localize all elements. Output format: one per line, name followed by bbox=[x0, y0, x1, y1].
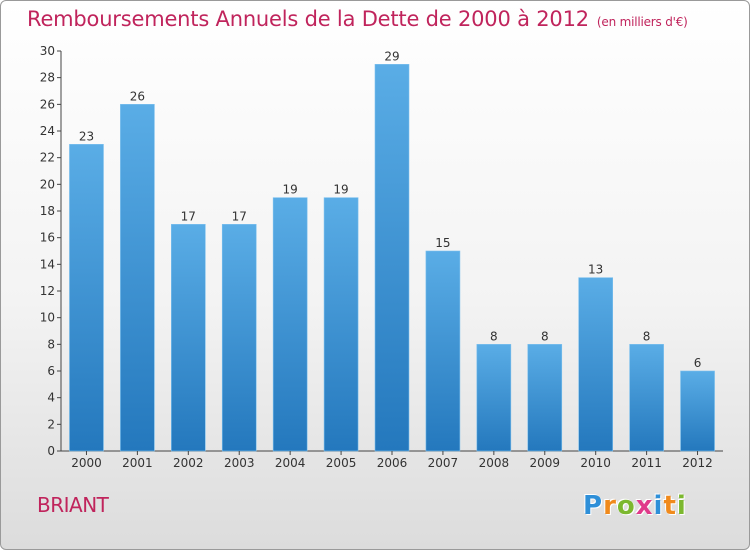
y-tick-label: 12 bbox=[40, 284, 55, 298]
y-tick-label: 0 bbox=[47, 444, 55, 458]
proxiti-logo: Proxiti bbox=[583, 491, 687, 521]
y-tick-label: 10 bbox=[40, 311, 55, 325]
bar-2007 bbox=[425, 250, 461, 452]
x-tick-label-2007: 2007 bbox=[428, 456, 459, 470]
x-tick-label-2010: 2010 bbox=[580, 456, 611, 470]
x-tick-label-2011: 2011 bbox=[631, 456, 662, 470]
location-name: BRIANT bbox=[37, 493, 109, 517]
data-label-2006: 29 bbox=[384, 49, 399, 63]
bar-2001 bbox=[120, 104, 155, 452]
data-label-2002: 17 bbox=[181, 209, 196, 223]
bar-2011 bbox=[629, 344, 664, 452]
y-tick-label: 24 bbox=[40, 124, 55, 138]
bar-2010 bbox=[578, 277, 613, 452]
chart-title: Remboursements Annuels de la Dette de 20… bbox=[27, 7, 688, 31]
data-label-2005: 19 bbox=[333, 183, 348, 197]
bar-2002 bbox=[171, 224, 206, 452]
data-label-2000: 23 bbox=[79, 129, 94, 143]
y-tick-label: 30 bbox=[40, 44, 55, 58]
data-label-2009: 8 bbox=[541, 329, 549, 343]
x-tick-label-2006: 2006 bbox=[377, 456, 408, 470]
y-tick-label: 20 bbox=[40, 177, 55, 191]
y-tick-label: 4 bbox=[47, 391, 55, 405]
y-tick-label: 2 bbox=[47, 417, 55, 431]
bar-2009 bbox=[527, 344, 563, 452]
x-tick-label-2001: 2001 bbox=[122, 456, 153, 470]
data-label-2001: 26 bbox=[130, 89, 145, 103]
data-label-2007: 15 bbox=[435, 236, 450, 250]
data-label-2012: 6 bbox=[694, 356, 702, 370]
x-tick-label-2003: 2003 bbox=[224, 456, 255, 470]
data-label-2004: 19 bbox=[283, 183, 298, 197]
bar-2000 bbox=[69, 144, 104, 452]
y-tick-label: 28 bbox=[40, 71, 55, 85]
bar-2003 bbox=[221, 224, 257, 452]
y-tick-label: 18 bbox=[40, 204, 55, 218]
data-label-2010: 13 bbox=[588, 263, 603, 277]
bar-2004 bbox=[272, 197, 308, 452]
data-label-2008: 8 bbox=[490, 329, 498, 343]
y-tick-label: 8 bbox=[47, 337, 55, 351]
x-tick-label-2012: 2012 bbox=[682, 456, 713, 470]
bar-2005 bbox=[323, 197, 359, 452]
y-tick-label: 22 bbox=[40, 151, 55, 165]
x-tick-label-2008: 2008 bbox=[479, 456, 510, 470]
x-tick-label-2002: 2002 bbox=[173, 456, 204, 470]
bar-2012 bbox=[680, 370, 715, 452]
x-tick-label-2004: 2004 bbox=[275, 456, 306, 470]
y-tick-label: 14 bbox=[40, 257, 55, 271]
x-tick-label-2009: 2009 bbox=[529, 456, 560, 470]
x-tick-label-2000: 2000 bbox=[71, 456, 102, 470]
y-tick-label: 6 bbox=[47, 364, 55, 378]
data-label-2003: 17 bbox=[232, 209, 247, 223]
y-tick-label: 16 bbox=[40, 231, 55, 245]
x-tick-label-2005: 2005 bbox=[326, 456, 357, 470]
chart-subtitle: (en milliers d'€) bbox=[596, 15, 688, 29]
y-tick-label: 26 bbox=[40, 97, 55, 111]
data-label-2011: 8 bbox=[643, 329, 651, 343]
bar-2006 bbox=[374, 64, 410, 452]
bar-2008 bbox=[476, 344, 512, 452]
title-text: Remboursements Annuels de la Dette de 20… bbox=[27, 7, 589, 31]
